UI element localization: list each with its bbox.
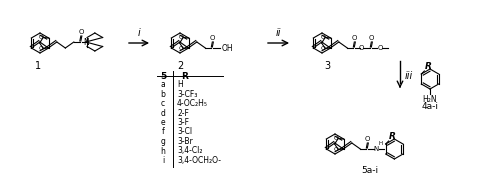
Text: 1: 1 [35,61,41,71]
Text: 5a-i: 5a-i [362,166,378,175]
Text: H: H [177,80,183,89]
Text: H₂N: H₂N [422,95,438,104]
Text: O: O [352,35,357,41]
Text: a: a [160,80,166,89]
Text: d: d [160,108,166,117]
Text: O: O [178,46,184,51]
Text: h: h [160,146,166,155]
Text: R: R [388,132,396,141]
Text: N: N [83,37,88,46]
Text: 3-F: 3-F [177,118,189,127]
Text: 3,4-Cl₂: 3,4-Cl₂ [177,146,203,155]
Text: i: i [162,156,164,165]
Text: O: O [378,45,383,51]
Text: O: O [320,46,326,51]
Text: ii: ii [276,28,281,38]
Text: R: R [424,62,431,71]
Text: 5: 5 [160,72,166,81]
Text: O: O [334,136,338,141]
Text: N: N [374,146,379,152]
Text: i: i [138,28,140,38]
Text: f: f [162,128,164,137]
Text: R: R [181,72,188,81]
Text: b: b [160,90,166,99]
Text: iii: iii [405,71,413,81]
Text: O: O [320,35,326,40]
Text: 4a-i: 4a-i [422,102,438,111]
Text: O: O [178,35,184,40]
Text: O: O [38,46,44,51]
Text: 4-OC₂H₅: 4-OC₂H₅ [177,99,208,108]
Text: 2-F: 2-F [177,108,189,117]
Text: 3: 3 [324,61,330,71]
Text: g: g [160,137,166,146]
Text: c: c [161,99,165,108]
Text: 3-CF₃: 3-CF₃ [177,90,198,99]
Text: 3-Br: 3-Br [177,137,193,146]
Text: O: O [210,35,215,41]
Text: 2: 2 [177,61,183,71]
Text: O: O [364,136,370,142]
Text: O: O [78,29,84,35]
Text: O: O [334,147,338,152]
Text: 3,4-OCH₂O-: 3,4-OCH₂O- [177,156,221,165]
Text: 3-Cl: 3-Cl [177,128,192,137]
Text: e: e [160,118,166,127]
Text: O: O [38,35,44,40]
Text: OH: OH [222,44,233,53]
Text: O: O [358,45,364,51]
Text: H: H [378,141,382,146]
Text: O: O [368,35,374,41]
